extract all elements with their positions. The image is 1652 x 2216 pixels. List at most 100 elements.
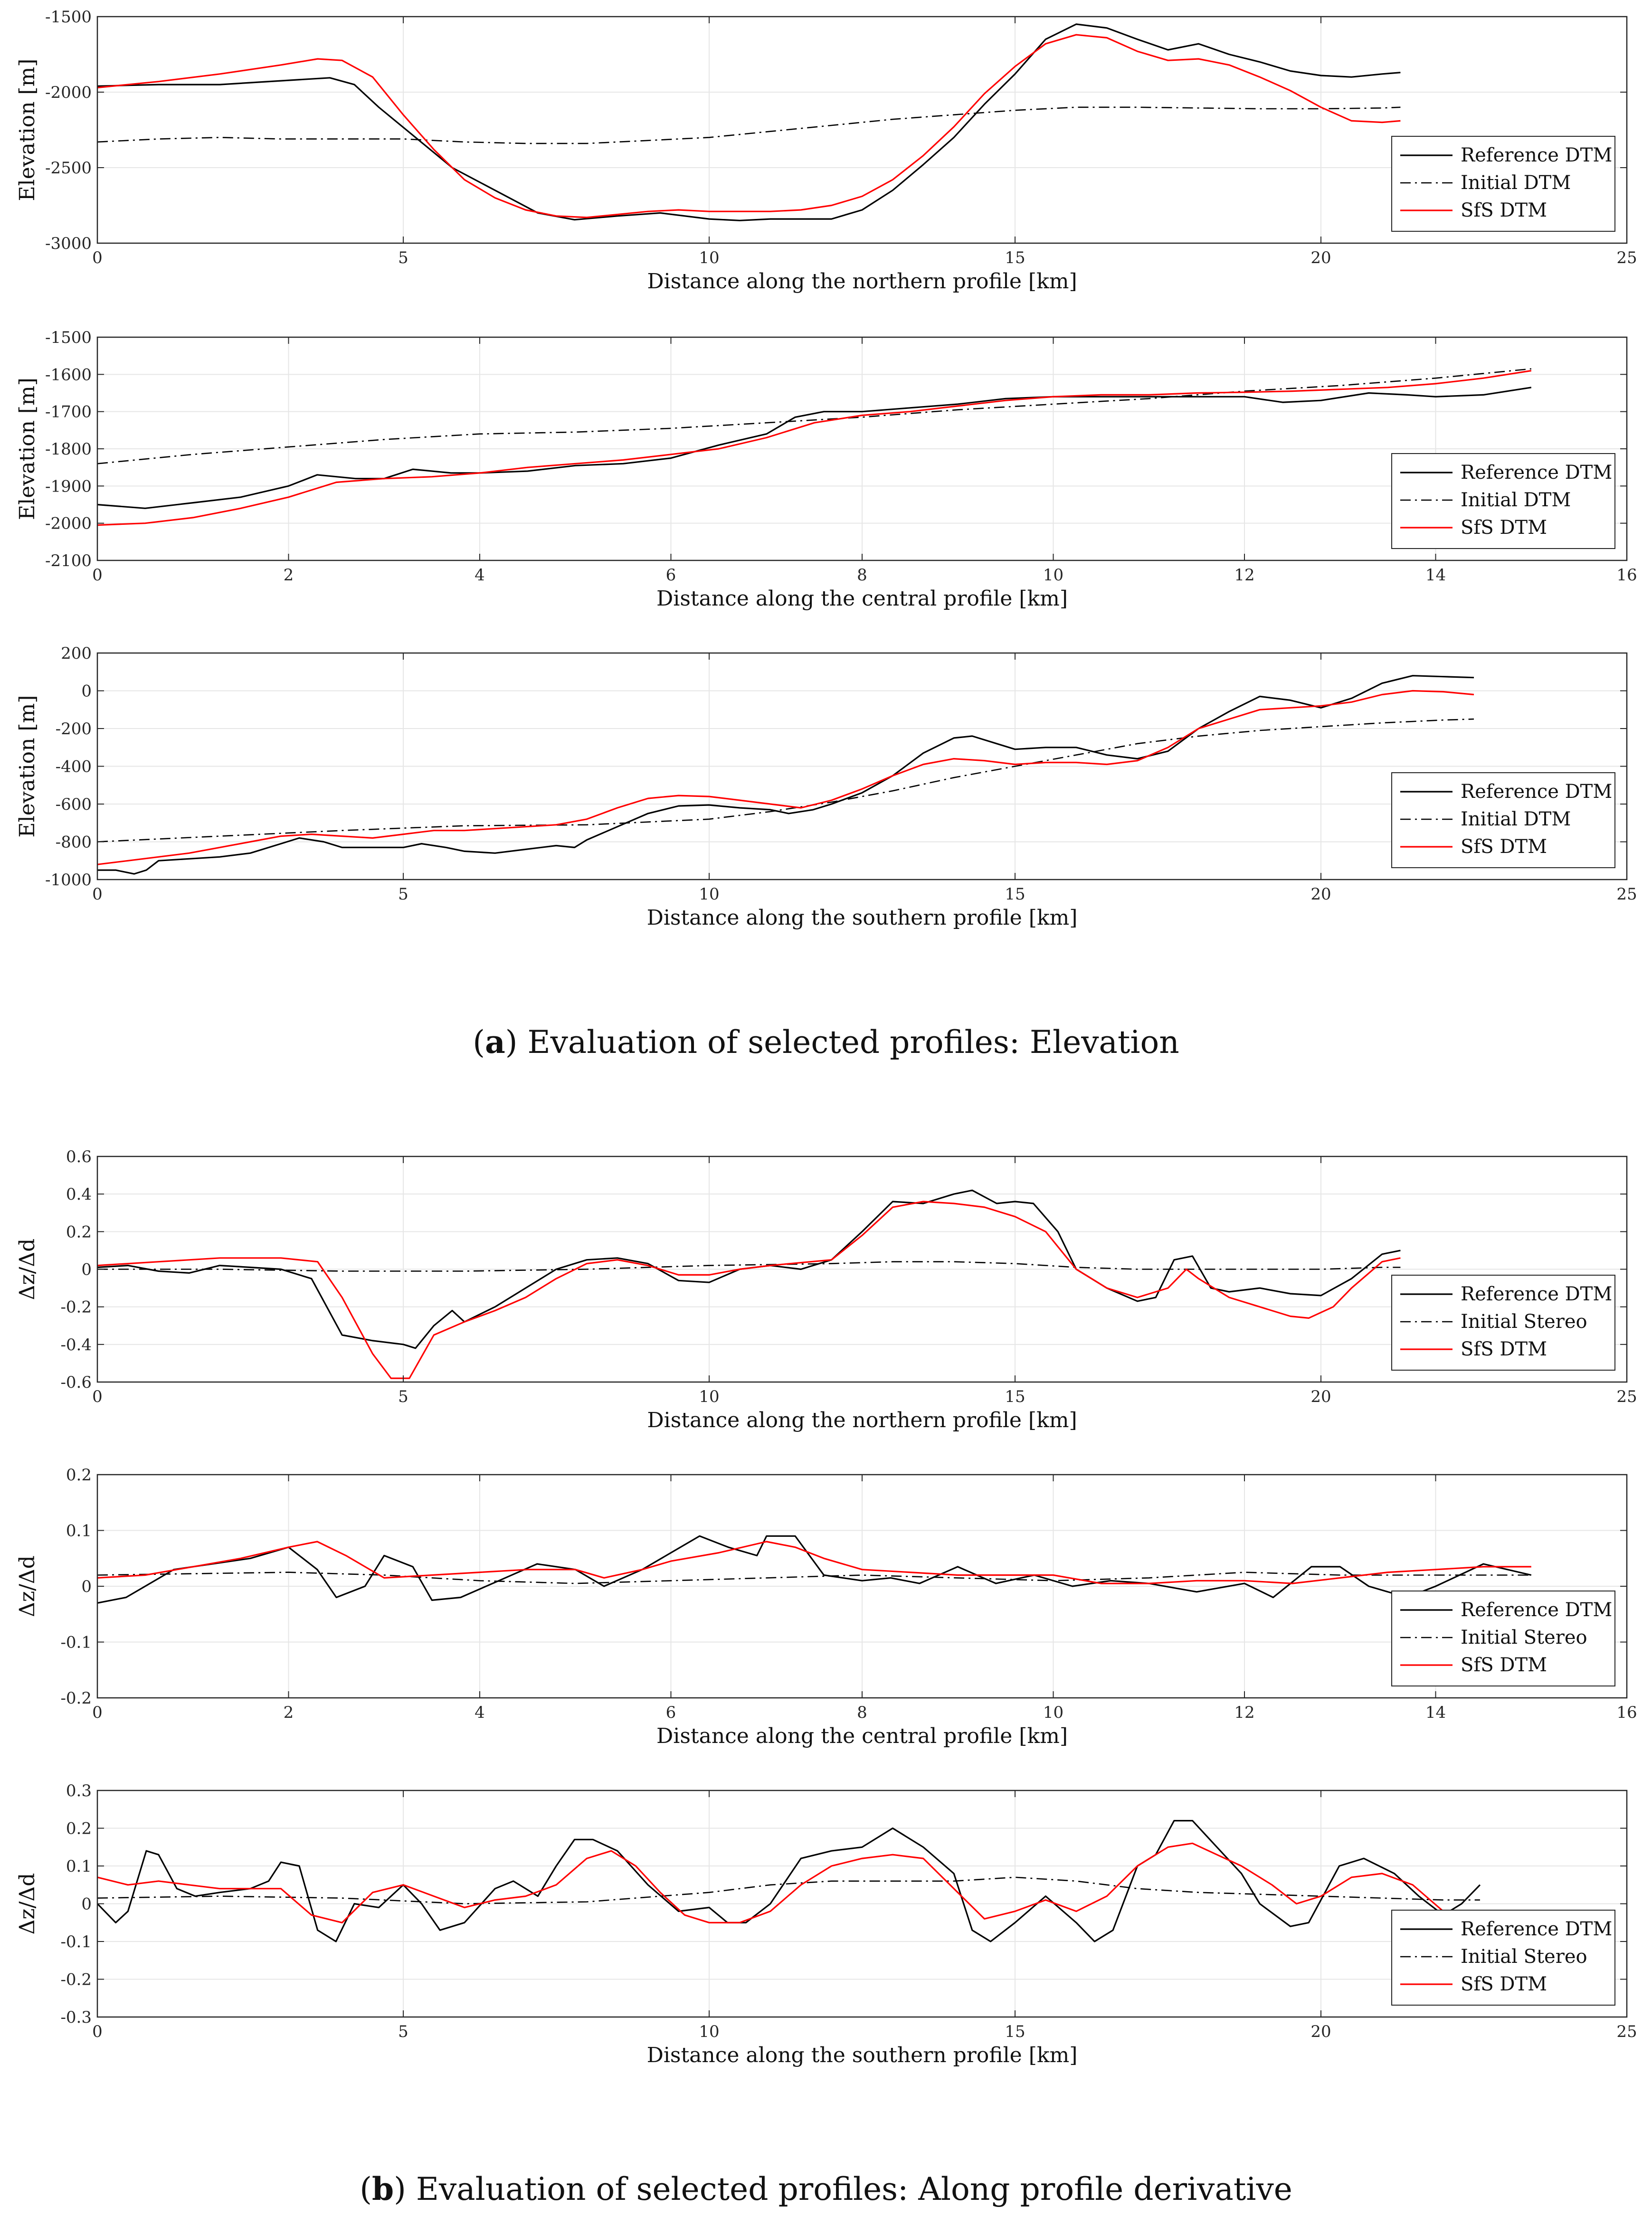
y-tick-label: 0.1	[66, 1522, 92, 1541]
legend-label: Reference DTM	[1461, 1283, 1612, 1305]
y-tick-label: -0.4	[60, 1335, 92, 1354]
y-axis-label: Δz/Δd	[15, 1239, 39, 1300]
plot-area	[97, 17, 1627, 243]
y-tick-label: -800	[56, 833, 92, 852]
x-tick-label: 5	[398, 1387, 408, 1406]
y-tick-label: -600	[56, 795, 92, 814]
x-axis-label: Distance along the southern profile [km]	[647, 2043, 1078, 2067]
x-tick-label: 10	[699, 1387, 719, 1406]
series-line-1	[97, 368, 1531, 464]
legend-box	[1391, 1591, 1615, 1686]
x-tick-label: 15	[1005, 248, 1025, 267]
x-tick-label: 16	[1616, 1703, 1637, 1722]
y-tick-label: 0	[81, 682, 92, 701]
y-axis-label: Δz/Δd	[15, 1555, 39, 1617]
y-tick-label: -200	[56, 720, 92, 739]
x-tick-label: 20	[1310, 1387, 1331, 1406]
series-line-0	[97, 1189, 1401, 1349]
y-tick-label: 0.2	[66, 1819, 92, 1838]
caption-b-letter: b	[371, 2170, 394, 2207]
caption-b: (b) Evaluation of selected profiles: Alo…	[360, 2170, 1292, 2207]
legend-box	[1391, 1910, 1615, 2006]
legend-label: Reference DTM	[1461, 781, 1612, 803]
legend-label: Initial DTM	[1461, 172, 1571, 194]
caption-a: (a) Evaluation of selected profiles: Ele…	[473, 1023, 1179, 1061]
x-axis-label: Distance along the southern profile [km]	[647, 906, 1078, 930]
x-tick-label: 4	[475, 566, 485, 585]
x-tick-label: 0	[92, 1387, 103, 1406]
x-axis-label: Distance along the central profile [km]	[656, 1724, 1068, 1748]
y-tick-label: 0.2	[66, 1222, 92, 1241]
legend-label: Initial Stereo	[1461, 1946, 1587, 1968]
y-tick-label: 0.3	[66, 1781, 92, 1800]
y-axis-label: Elevation [m]	[15, 378, 39, 520]
y-tick-label: -1700	[45, 403, 92, 422]
x-tick-label: 6	[666, 566, 676, 585]
y-tick-label: 0	[81, 1895, 92, 1914]
x-tick-label: 5	[398, 2022, 408, 2041]
series-line-1	[97, 1876, 1480, 1904]
x-tick-label: 10	[1043, 1703, 1063, 1722]
y-tick-label: -2000	[45, 514, 92, 533]
legend-label: SfS DTM	[1461, 199, 1547, 221]
caption-b-text: ) Evaluation of selected profiles: Along…	[394, 2171, 1292, 2207]
x-tick-label: 6	[666, 1703, 676, 1722]
y-tick-label: -400	[56, 758, 92, 777]
chart-elev-central: 0 2 4 6 8 10 12 14 16 -2100 -2000 -1900 -1800 -1700 -1…	[15, 328, 1637, 611]
x-tick-label: 0	[92, 1703, 103, 1722]
legend-box	[1391, 1275, 1615, 1371]
x-tick-label: 10	[699, 885, 719, 904]
legend-label: SfS DTM	[1461, 1973, 1547, 1995]
caption-a-letter: a	[484, 1023, 505, 1061]
series-line-1	[97, 106, 1401, 144]
series-line-0	[97, 387, 1532, 509]
legend-label: Reference DTM	[1461, 462, 1612, 483]
y-tick-label: 0	[81, 1260, 92, 1279]
y-tick-label: -1800	[45, 440, 92, 459]
y-axis-label: Elevation [m]	[15, 59, 39, 201]
chart-deriv-central: 0 2 4 6 8 10 12 14 16 -0.2 -0.1 0 0.1 0.2 Distance alo…	[15, 1466, 1637, 1748]
legend-label: Initial DTM	[1461, 808, 1571, 830]
y-tick-label: 0.4	[66, 1185, 92, 1204]
legend-label: Reference DTM	[1461, 1918, 1612, 1940]
series-line-0	[97, 23, 1401, 221]
y-tick-label: -1500	[45, 8, 92, 27]
x-tick-label: 20	[1310, 885, 1331, 904]
legend-label: Reference DTM	[1461, 1599, 1612, 1621]
series-line-0	[97, 675, 1474, 875]
y-tick-label: 0.6	[66, 1147, 92, 1166]
y-tick-label: -1000	[45, 871, 92, 890]
chart-deriv-south: 0 5 10 15 20 25 -0.3 -0.2 -0.1 0 0.1 0.2 0.3 Distance…	[15, 1781, 1637, 2067]
x-tick-label: 8	[857, 1703, 867, 1722]
legend-label: SfS DTM	[1461, 517, 1547, 539]
legend-box	[1391, 772, 1615, 868]
x-tick-label: 0	[92, 248, 103, 267]
series-line-2	[97, 690, 1474, 865]
series-line-2	[97, 34, 1401, 218]
x-tick-label: 5	[398, 885, 408, 904]
x-tick-label: 15	[1005, 2022, 1025, 2041]
y-axis-label: Elevation [m]	[15, 695, 39, 838]
y-tick-label: -1500	[45, 328, 92, 347]
x-tick-label: 25	[1616, 248, 1637, 267]
y-tick-label: -2100	[45, 551, 92, 570]
series-line-2	[97, 369, 1532, 526]
x-tick-label: 20	[1310, 2022, 1331, 2041]
y-tick-label: -0.3	[60, 2008, 92, 2027]
y-tick-label: -1900	[45, 477, 92, 496]
y-tick-label: -2500	[45, 159, 92, 178]
x-tick-label: 0	[92, 566, 103, 585]
y-tick-label: 0	[81, 1577, 92, 1596]
y-tick-label: 200	[61, 644, 92, 663]
y-tick-label: -0.1	[60, 1633, 92, 1652]
chart-elev-north: 0 5 10 15 20 25 -3000 -2500 -2000 -1500 Distance a…	[15, 8, 1637, 294]
x-tick-label: 20	[1310, 248, 1331, 267]
y-tick-label: -3000	[45, 234, 92, 253]
x-tick-label: 16	[1616, 566, 1637, 585]
legend-label: Reference DTM	[1461, 144, 1612, 166]
y-axis-label: Δz/Δd	[15, 1873, 39, 1935]
x-tick-label: 25	[1616, 1387, 1637, 1406]
x-tick-label: 8	[857, 566, 867, 585]
series-line-2	[97, 1201, 1401, 1379]
